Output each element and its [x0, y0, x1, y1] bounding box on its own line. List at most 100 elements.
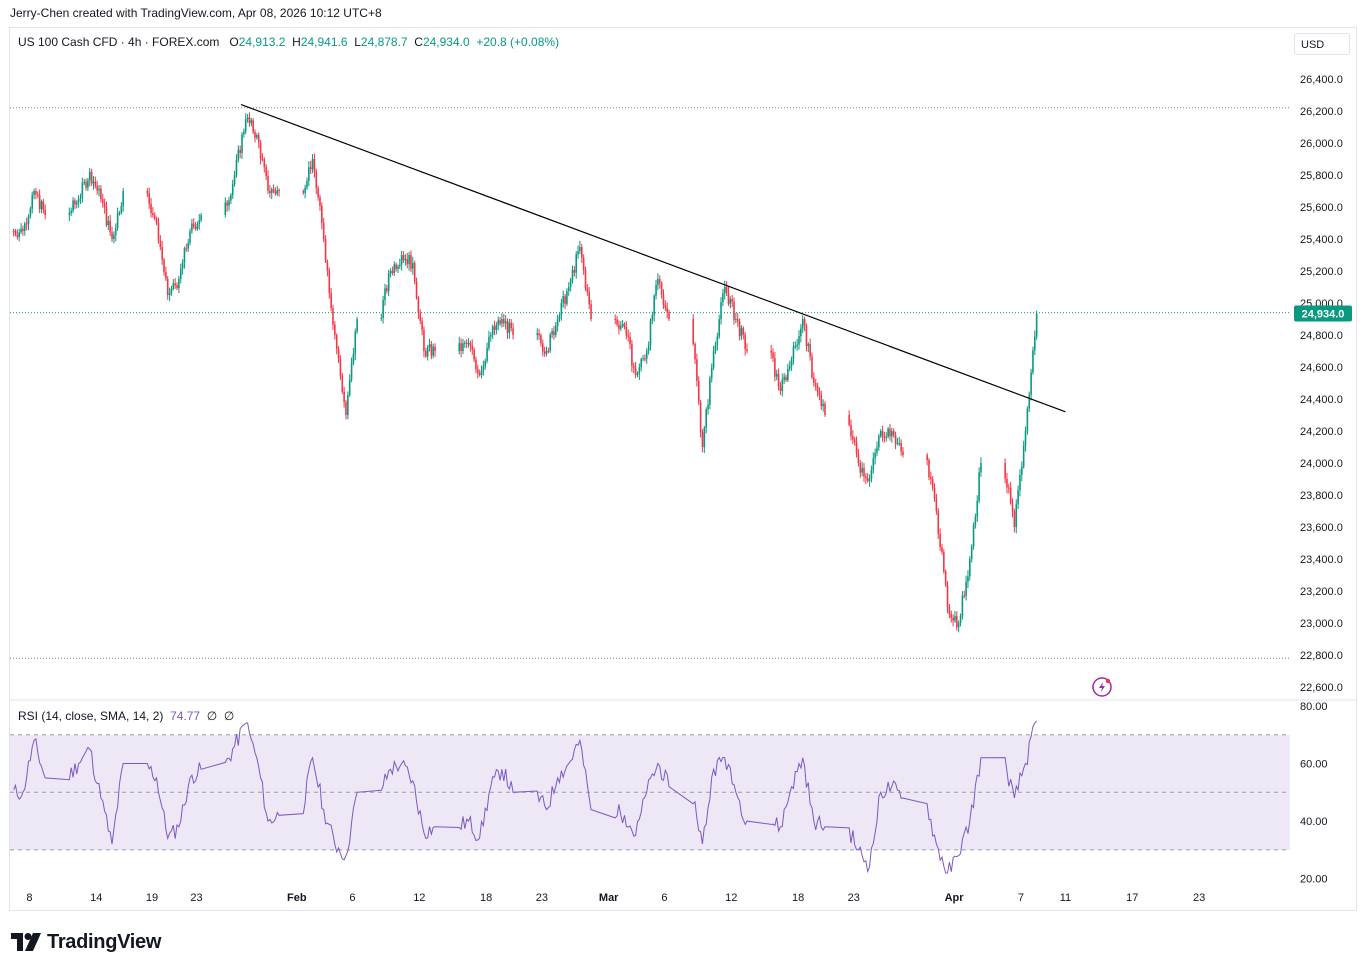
candle-body — [354, 331, 357, 355]
candle-body — [352, 354, 355, 364]
candle-body — [77, 199, 80, 203]
candle-body — [777, 373, 780, 387]
candle-body — [504, 321, 507, 324]
candle-body — [647, 345, 650, 351]
time-tick-label: 18 — [480, 892, 492, 904]
candle-body — [402, 255, 405, 261]
candle-body — [855, 442, 858, 454]
time-tick-label: 23 — [536, 892, 548, 904]
tradingview-logo-text: TradingView — [47, 930, 162, 953]
candle-body — [339, 359, 342, 376]
candle-body — [157, 223, 160, 241]
candle-body — [957, 623, 960, 628]
candle-body — [865, 476, 867, 479]
time-tick-label: Apr — [945, 892, 965, 904]
tradingview-logo-icon — [11, 933, 41, 951]
candle-body — [885, 436, 888, 438]
symbol-legend: US 100 Cash CFD · 4h · FOREX.com O24,913… — [18, 35, 559, 49]
candle-body — [335, 335, 338, 349]
candle-body — [473, 349, 475, 360]
candle-body — [959, 615, 962, 623]
candle-body — [944, 571, 947, 585]
candle-body — [967, 576, 969, 582]
candle-body — [239, 149, 241, 153]
candle-body — [257, 135, 260, 143]
price-pane-lines — [10, 107, 1290, 659]
candle-body — [510, 322, 513, 329]
candle-body — [887, 428, 889, 437]
candle-body — [332, 308, 334, 325]
candle-body — [746, 349, 748, 351]
change-value: +20.8 (+0.08%) — [476, 35, 560, 49]
candle-body — [1011, 502, 1014, 512]
candle-body — [950, 614, 953, 618]
candle-body — [313, 159, 316, 172]
candle-body — [655, 285, 657, 296]
candle-body — [618, 324, 620, 329]
rsi-tick-label: 20.00 — [1300, 874, 1328, 886]
rsi-axis: 80.00 60.00 40.00 20.00 — [1300, 701, 1328, 886]
candle-body — [118, 212, 121, 214]
candle-body — [889, 428, 891, 437]
candle-body — [566, 291, 568, 304]
candle-body — [261, 158, 264, 160]
candle-body — [322, 223, 325, 239]
candle-body — [740, 328, 743, 337]
candle-body — [100, 188, 102, 199]
candle-body — [386, 288, 388, 291]
candle-body — [588, 291, 590, 305]
time-tick-label: 6 — [661, 892, 667, 904]
candle-body — [159, 240, 162, 248]
candle-body — [859, 463, 862, 473]
candle-body — [824, 403, 826, 415]
candle-body — [172, 283, 175, 289]
candle-body — [931, 479, 934, 488]
candle-body — [541, 343, 544, 352]
candle-body — [645, 351, 648, 359]
candle-body — [900, 443, 902, 452]
candle-body — [33, 191, 35, 196]
rsi-value: 74.77 — [170, 709, 201, 723]
rsi-pane — [10, 720, 1290, 874]
price-tick-label: 24,200.0 — [1300, 426, 1343, 438]
candle-body — [1035, 313, 1038, 337]
currency-selector[interactable]: USD — [1294, 33, 1350, 55]
trendline[interactable] — [240, 104, 1066, 413]
tradingview-logo[interactable]: TradingView — [11, 930, 161, 954]
alert-icon[interactable] — [1092, 677, 1112, 697]
rsi-line[interactable] — [13, 720, 1037, 874]
candle-body — [412, 263, 414, 269]
candle-body — [464, 342, 466, 344]
candle-body — [976, 501, 979, 517]
candle-body — [636, 374, 639, 376]
candle-body — [614, 319, 617, 320]
candle-body — [328, 270, 331, 293]
candle-body — [1008, 487, 1010, 489]
time-tick-label: 23 — [848, 892, 860, 904]
candle-body — [189, 231, 191, 243]
candle-body — [735, 319, 737, 320]
candle-body — [653, 295, 655, 316]
candle-body — [818, 391, 821, 396]
candle-body — [345, 402, 347, 415]
candle-body — [107, 220, 110, 226]
candle-body — [881, 431, 884, 438]
price-tick-label: 23,800.0 — [1300, 490, 1343, 502]
candle-body — [699, 402, 702, 433]
candle-body — [928, 460, 930, 478]
candle-body — [850, 424, 852, 437]
candle-body — [233, 175, 236, 184]
time-tick-label: 12 — [725, 892, 737, 904]
rsi-label[interactable]: RSI (14, close, SMA, 14, 2) — [18, 709, 164, 723]
candle-body — [538, 333, 540, 336]
candle-body — [785, 376, 787, 381]
candle-body — [241, 134, 243, 153]
symbol-title[interactable]: US 100 Cash CFD · 4h · FOREX.com — [18, 35, 220, 49]
candle-body — [88, 171, 91, 181]
candle-body — [426, 347, 429, 357]
candle-body — [22, 228, 24, 231]
candle-body — [425, 351, 427, 357]
candle-body — [562, 296, 565, 303]
candle-body — [269, 191, 271, 194]
